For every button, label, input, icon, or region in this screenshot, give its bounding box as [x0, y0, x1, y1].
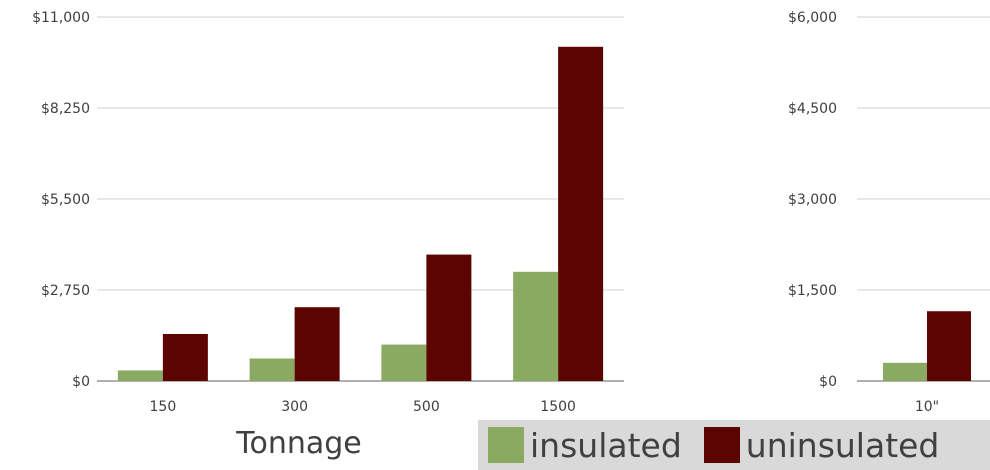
y-tick-label: $11,000 — [32, 10, 90, 26]
bar-insulated — [249, 358, 295, 381]
y-tick-label: $2,750 — [41, 283, 90, 299]
legend-swatch-uninsulated — [703, 427, 740, 463]
bar-uninsulated — [294, 307, 340, 381]
tonnage-cost-chart: $0 $2,750 $5,500 $8,250 $11,000 150 300 500 1500… — [32, 10, 624, 461]
bar-insulated — [117, 370, 163, 381]
size-cost-chart: $0 $1,500 $3,000 $4,500 $6,000 10" — [788, 10, 990, 415]
y-tick-label: $6,000 — [788, 10, 837, 26]
x-tick-label: 1500 — [540, 399, 576, 415]
x-tick-label: 500 — [413, 399, 440, 415]
y-tick-label: $0 — [72, 374, 90, 390]
legend-label-insulated: insulated — [530, 425, 682, 465]
legend-swatch-insulated — [488, 427, 524, 463]
y-tick-label: $4,500 — [788, 101, 837, 117]
y-tick-label: $5,500 — [41, 192, 90, 208]
bar-insulated — [381, 344, 427, 381]
bar-insulated — [513, 271, 559, 381]
legend-item-insulated: insulated — [488, 426, 682, 465]
bar-insulated — [883, 362, 927, 381]
legend-item-uninsulated: uninsulated — [703, 425, 940, 465]
bar-uninsulated — [927, 311, 971, 381]
y-tick-label: $0 — [819, 374, 837, 390]
x-tick-label: 150 — [150, 399, 177, 415]
y-tick-label: $1,500 — [788, 283, 837, 299]
x-tick-label: 300 — [281, 399, 308, 415]
x-tick-label: 10" — [915, 399, 939, 415]
bar-uninsulated — [426, 254, 472, 381]
bar-uninsulated — [558, 46, 604, 381]
legend: insulated uninsulated — [478, 420, 990, 470]
y-tick-label: $3,000 — [788, 192, 837, 208]
legend-label-uninsulated: uninsulated — [745, 425, 940, 465]
x-axis-title: Tonnage — [235, 426, 362, 461]
bar-uninsulated — [162, 334, 208, 381]
y-tick-label: $8,250 — [41, 101, 90, 117]
